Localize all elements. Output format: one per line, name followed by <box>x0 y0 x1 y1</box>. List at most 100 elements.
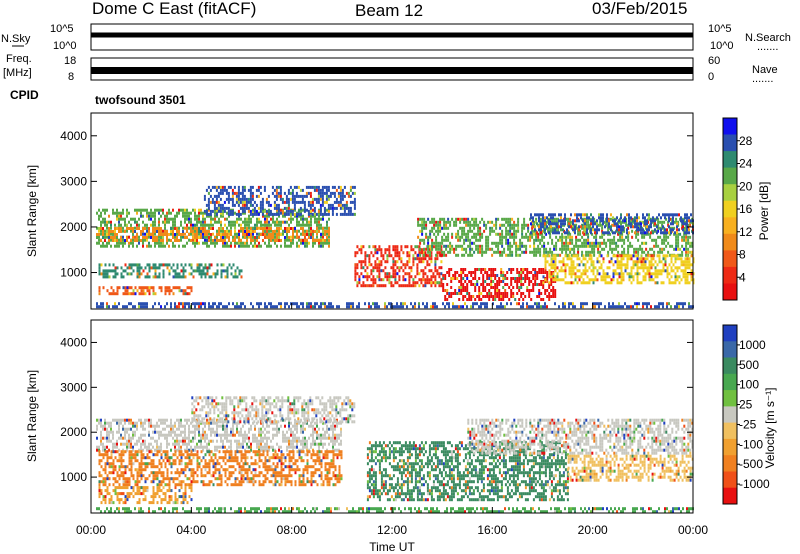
power-echo-band <box>98 263 243 279</box>
velocity-y-ticks: 1000 2000 3000 4000 <box>60 335 693 484</box>
velocity-colorbar-tick-label: 25 <box>739 398 753 412</box>
power-data-layer <box>96 185 695 309</box>
time-tick-label: 12:00 <box>377 523 407 537</box>
time-axis-label: Time UT <box>369 540 415 554</box>
velocity-colorbar-tick-label: 500 <box>739 358 759 372</box>
power-colorbar-tick-label: 24 <box>739 157 753 171</box>
date-title: 03/Feb/2015 <box>592 0 687 18</box>
velocity-colorbar-swatch <box>723 487 737 505</box>
power-colorbar-swatch <box>723 118 737 135</box>
velocity-colorbar-frame <box>722 324 738 505</box>
power-colorbar-label: Power [dB] <box>757 182 771 241</box>
power-echo-band <box>203 185 356 216</box>
velocity-colorbar: 1000 500 100 25 -25 -100 -500 -1000 <box>722 324 770 505</box>
velocity-panel: 1000 2000 3000 4000 Slant Range [km] 1000 50… <box>25 303 777 554</box>
velocity-colorbar-tick-label: 1000 <box>739 338 766 352</box>
power-echo-band <box>354 245 443 288</box>
velocity-colorbar-swatch <box>723 357 737 375</box>
velocity-colorbar-swatch <box>723 390 737 407</box>
power-colorbar: 28 24 20 16 12 8 4 <box>722 117 753 301</box>
power-echo-band <box>96 227 330 242</box>
power-colorbar-tick-label: 20 <box>739 179 753 193</box>
power-echo-band <box>542 254 695 285</box>
time-tick-label: 00:00 <box>76 523 106 537</box>
nsearch-label: N.Search <box>745 32 791 44</box>
power-colorbar-tick-label: 12 <box>739 225 753 239</box>
nave-tick-low: 0 <box>708 71 714 83</box>
power-ytick-label: 3000 <box>60 174 87 188</box>
power-colorbar-tick-label: 8 <box>739 248 746 262</box>
velocity-echo-band <box>96 507 694 514</box>
power-echo-band <box>442 268 557 301</box>
velocity-colorbar-swatch <box>723 406 737 424</box>
power-ytick-label: 4000 <box>60 129 87 143</box>
power-echo-band <box>530 213 694 235</box>
velocity-echo-band <box>98 486 193 505</box>
nsky-tick-high: 10^5 <box>50 23 74 35</box>
velocity-echo-band <box>467 418 694 455</box>
power-ylabel: Slant Range [km] <box>25 165 39 257</box>
velocity-colorbar-swatch <box>723 422 737 440</box>
velocity-data-layer <box>96 396 694 514</box>
nsearch-dots: ....... <box>757 41 778 53</box>
freq-tick-low: 8 <box>68 71 74 83</box>
cpid-label: CPID <box>10 88 39 102</box>
velocity-colorbar-swatch <box>723 471 737 489</box>
power-colorbar-swatch <box>723 200 737 218</box>
power-colorbar-swatch <box>723 266 737 284</box>
velocity-echo-band <box>98 450 343 487</box>
velocity-ytick-label: 1000 <box>60 470 87 484</box>
freq-label: Freq. <box>6 53 32 65</box>
power-colorbar-swatch <box>723 151 737 169</box>
velocity-colorbar-swatch <box>723 341 737 359</box>
velocity-echo-band <box>191 396 356 424</box>
time-tick-label: 00:00 <box>678 523 708 537</box>
power-colorbar-swatch <box>723 217 737 235</box>
velocity-colorbar-swatch <box>723 325 737 342</box>
velocity-colorbar-tick-label: -1000 <box>739 477 770 491</box>
power-echo-band <box>98 286 193 296</box>
power-ytick-label: 2000 <box>60 220 87 234</box>
velocity-colorbar-swatch <box>723 455 737 472</box>
power-ytick-label: 1000 <box>60 266 87 280</box>
velocity-ytick-label: 3000 <box>60 380 87 394</box>
power-colorbar-swatch <box>723 283 737 301</box>
velocity-colorbar-swatch <box>723 373 737 391</box>
power-colorbar-tick-label: 28 <box>739 134 753 148</box>
time-tick-label: 20:00 <box>578 523 608 537</box>
power-colorbar-swatch <box>723 184 737 202</box>
nave-label: Nave <box>752 64 778 76</box>
velocity-colorbar-swatch <box>723 438 737 456</box>
power-panel: 1000 2000 3000 4000 Slant Range [km] 28 24 20… <box>25 112 771 310</box>
freq-tick-high: 18 <box>64 55 76 67</box>
cpid-value: twofsound 3501 <box>95 93 186 107</box>
time-axis-ticks: 00:00 04:00 08:00 12:00 16:00 20:00 00:00 <box>76 303 708 537</box>
velocity-colorbar-tick-label: 100 <box>739 378 759 392</box>
power-y-ticks: 1000 2000 3000 4000 <box>60 129 693 280</box>
velocity-colorbar-label: Velocity [m s⁻¹] <box>763 387 777 468</box>
nsky-tick-low: 10^0 <box>53 40 77 52</box>
power-colorbar-tick-label: 4 <box>739 270 746 284</box>
power-colorbar-tick-label: 16 <box>739 202 753 216</box>
power-colorbar-swatch <box>723 233 737 251</box>
velocity-ytick-label: 4000 <box>60 335 87 349</box>
nsky-panel: N.Sky 10^5 10^0 10^5 10^0 N.Search .....… <box>1 23 791 53</box>
time-tick-label: 08:00 <box>277 523 307 537</box>
nave-tick-high: 60 <box>708 55 720 67</box>
velocity-ylabel: Slant Range [km] <box>25 370 39 462</box>
station-title: Dome C East (fitACF) <box>92 0 256 18</box>
nsearch-tick-high: 10^5 <box>708 23 732 35</box>
velocity-colorbar-tick-label: -100 <box>739 437 763 451</box>
velocity-colorbar-tick-label: -500 <box>739 457 763 471</box>
velocity-echo-band <box>567 454 694 482</box>
power-colorbar-swatch <box>723 134 737 152</box>
freq-panel: Freq. [MHz] 18 8 60 0 Nave ....... <box>3 53 778 85</box>
time-tick-label: 16:00 <box>477 523 507 537</box>
power-colorbar-swatch <box>723 167 737 185</box>
power-colorbar-swatch <box>723 250 737 268</box>
time-tick-label: 04:00 <box>176 523 206 537</box>
nsearch-tick-low: 10^0 <box>710 40 734 52</box>
nsky-label: N.Sky <box>1 33 31 45</box>
velocity-ytick-label: 2000 <box>60 425 87 439</box>
